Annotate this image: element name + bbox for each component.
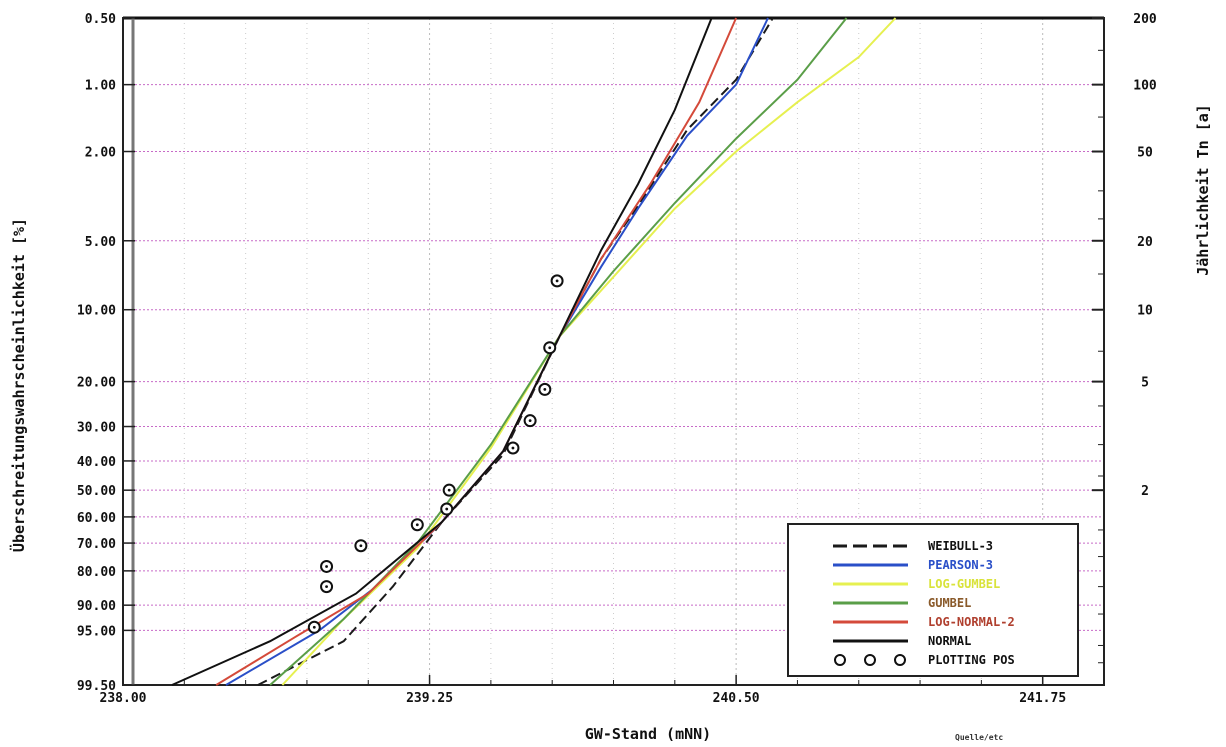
series-line-log-normal-2 [215,17,738,686]
y-tick-label-left: 30.00 [77,421,116,436]
legend-label: LOG-NORMAL-2 [928,615,1015,629]
plotting-point [442,483,456,497]
series-line-log-gumbel [281,17,897,686]
y-tick-label-left: 1.00 [85,79,116,94]
legend-box [787,523,1079,677]
y-tick-label-left: 80.00 [77,565,116,580]
footer-note: Quelle/etc [955,733,1003,742]
plotting-point [543,341,557,355]
legend-label: PEARSON-3 [928,558,993,572]
plotting-point [320,580,334,594]
legend-label: WEIBULL-3 [928,539,993,553]
legend-point-symbol [864,654,876,666]
x-tick-label: 240.50 [713,691,760,706]
y-axis-title-left: Überschreitungswahrscheinlichkeit [%] [9,218,28,552]
legend-point-symbol [834,654,846,666]
y-tick-label-right: 10 [1137,304,1153,319]
y-tick-label-left: 2.00 [85,146,116,161]
plotting-point [440,502,454,516]
y-tick-label-right: 200 [1133,12,1157,27]
plotting-point [550,274,564,288]
x-tick-label: 238.00 [100,691,147,706]
legend-label: GUMBEL [928,596,971,610]
plotting-point [307,620,321,634]
legend: WEIBULL-3 PEARSON-3 LOG-GUMBEL GUMBEL LOG-NO… [787,523,1079,677]
y-tick-label-left: 0.50 [85,12,116,27]
y-axis-title-right: Jährlichkeit Tn [a] [1194,104,1212,276]
plotting-point [523,414,537,428]
y-tick-label-right: 100 [1133,79,1157,94]
y-tick-label-left: 70.00 [77,537,116,552]
tick-labels: 238.00 239.25 240.50 241.75 0.50 1.00 2.00 5.00… [77,12,1157,706]
plotting-points [307,274,564,634]
series-lines [171,17,897,686]
plotting-point [320,559,334,573]
legend-label: LOG-GUMBEL [928,577,1000,591]
series-line-gumbel [269,17,848,686]
y-tick-label-left: 95.00 [77,624,116,639]
x-axis-title: GW-Stand (mNN) [585,725,711,743]
y-tick-label-left: 40.00 [77,455,116,470]
y-tick-label-left: 10.00 [77,304,116,319]
y-tick-label-right: 50 [1137,146,1153,161]
series-line-normal [171,17,713,686]
y-tick-label-left: 90.00 [77,599,116,614]
y-tick-label-left: 99.50 [77,679,116,694]
y-tick-label-right: 2 [1141,484,1149,499]
y-tick-label-left: 5.00 [85,235,116,250]
x-tick-label: 239.25 [406,691,453,706]
y-tick-label-left: 20.00 [77,376,116,391]
legend-point-symbol [894,654,906,666]
plotting-point [354,539,368,553]
y-tick-label-right: 20 [1137,235,1153,250]
plotting-point [506,441,520,455]
x-tick-label: 241.75 [1019,691,1066,706]
y-tick-label-right: 5 [1141,376,1149,391]
plotting-point [538,382,552,396]
legend-label: NORMAL [928,634,971,648]
plotting-point [410,518,424,532]
y-tick-label-left: 50.00 [77,484,116,499]
series-line-weibull-3 [257,17,774,686]
legend-label: PLOTTING POS [928,653,1015,667]
y-tick-label-left: 60.00 [77,511,116,526]
